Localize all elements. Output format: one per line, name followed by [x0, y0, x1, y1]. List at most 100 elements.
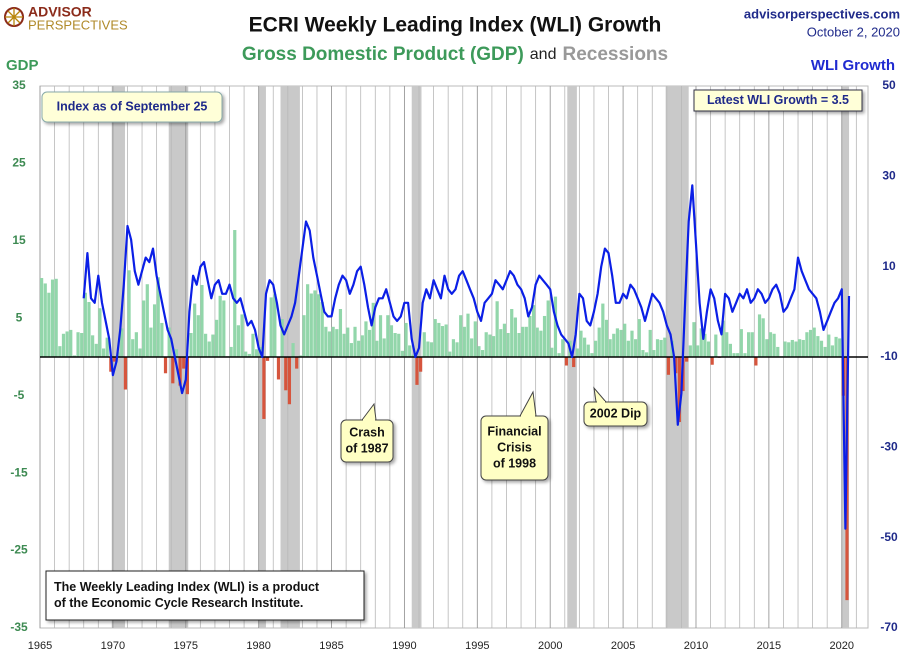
gdp-bar — [794, 341, 798, 357]
gdp-bar — [83, 292, 87, 357]
gdp-bar — [768, 332, 773, 357]
annotation-box — [41, 91, 223, 123]
annotation-text: Crash — [349, 425, 384, 439]
gdp-bar — [736, 353, 740, 357]
annotation-text: The Weekly Leading Index (WLI) is a prod… — [54, 580, 320, 594]
gdp-bar — [721, 320, 725, 357]
gdp-bar — [521, 326, 525, 357]
gdp-bar — [491, 336, 496, 357]
gdp-bar — [692, 322, 696, 357]
annotation: Index as of September 25 — [41, 91, 223, 123]
gdp-bar — [349, 343, 353, 357]
annotation-box — [693, 89, 863, 112]
gdp-bar — [280, 319, 284, 357]
gdp-bar — [120, 328, 124, 357]
annotation-text: of the Economic Cycle Research Institute… — [54, 596, 303, 610]
annotation-box — [480, 415, 549, 481]
gdp-bar — [189, 332, 193, 357]
gdp-bar — [637, 319, 641, 357]
brand-bottom: PERSPECTIVES — [28, 17, 128, 32]
gdp-bar — [145, 284, 149, 357]
gdp-bar — [411, 354, 415, 357]
y-tick-label: -5 — [14, 388, 25, 402]
gdp-bar — [513, 317, 517, 357]
y-tick-label: 25 — [12, 156, 26, 170]
gdp-bar — [725, 332, 729, 357]
gdp-bar — [805, 332, 809, 357]
gdp-bar — [455, 342, 459, 357]
gdp-bar — [331, 326, 335, 357]
date: October 2, 2020 — [807, 24, 900, 39]
y-tick-label: 5 — [16, 310, 23, 324]
gdp-bar — [101, 348, 106, 357]
plot-area — [39, 85, 869, 629]
gdp-bar — [404, 322, 408, 357]
gdp-bar — [87, 302, 91, 357]
gdp-bar — [382, 338, 386, 357]
gdp-bar — [703, 333, 707, 357]
gdp-bar — [207, 341, 211, 357]
gdp-bar — [131, 339, 135, 357]
gdp-bar — [674, 357, 678, 374]
gdp-bar — [58, 346, 62, 357]
gdp-bar — [706, 341, 711, 357]
gdp-bar — [244, 351, 248, 357]
gdp-bar — [816, 336, 820, 357]
gdp-bar — [200, 284, 204, 357]
gdp-bar — [327, 331, 332, 357]
gdp-bar — [750, 332, 754, 357]
gdp-bar — [397, 333, 401, 357]
gdp-bar — [236, 325, 241, 357]
annotation-box — [583, 401, 648, 427]
x-tick-label: 1985 — [319, 640, 343, 652]
gdp-bar — [265, 357, 270, 361]
gdp-bar — [510, 308, 514, 357]
annotation: Financial Crisis of 1998 — [480, 390, 549, 481]
gdp-bar — [666, 357, 671, 375]
gdp-bar — [659, 339, 663, 357]
gdp-bar — [295, 357, 299, 369]
gdp-bar — [728, 343, 732, 357]
gdp-bar — [408, 345, 412, 357]
gdp-bar — [634, 339, 638, 357]
gdp-bar — [94, 343, 98, 357]
gdp-bar — [240, 314, 244, 357]
gdp-bar — [276, 357, 281, 380]
gdp-bar — [273, 294, 277, 357]
gdp-bar — [367, 329, 372, 357]
gdp-bar — [214, 319, 219, 357]
gdp-bar — [313, 290, 317, 357]
chart-subtitle: Gross Domestic Product (GDP) and Recession… — [242, 44, 668, 65]
gdp-bar — [284, 357, 288, 391]
overlay: ADVISOR PERSPECTIVES ECRI Weekly Leading… — [4, 4, 900, 652]
annotation: 2002 Dip — [583, 386, 648, 427]
gdp-bar — [105, 337, 109, 357]
y2-tick-label: 50 — [882, 78, 896, 92]
gdp-bar — [695, 345, 700, 357]
gdp-bar — [218, 295, 222, 357]
x-tick-label: 1975 — [174, 640, 198, 652]
gdp-bar — [47, 292, 51, 357]
gdp-bar — [838, 338, 842, 357]
x-tick-label: 2020 — [830, 640, 854, 652]
gdp-bar — [655, 339, 660, 357]
y-tick-label: 35 — [12, 78, 26, 92]
gdp-bar — [123, 357, 128, 390]
gdp-bar — [98, 308, 102, 357]
gdp-bar — [149, 327, 153, 357]
gdp-bar — [433, 319, 437, 357]
annotation-text: Financial — [487, 424, 541, 438]
gdp-bar — [827, 334, 831, 357]
x-tick-label: 2010 — [684, 640, 708, 652]
gdp-bar — [440, 326, 445, 357]
x-tick-label: 1990 — [392, 640, 416, 652]
gdp-bar — [608, 339, 612, 357]
x-tick-label: 1965 — [28, 640, 52, 652]
gdp-bar — [269, 297, 273, 357]
gdp-bar — [69, 329, 73, 357]
gdp-bar — [590, 353, 594, 357]
chart-title: ECRI Weekly Leading Index (WLI) Growth — [249, 14, 662, 37]
y-tick-label: -35 — [10, 620, 28, 634]
gdp-bar — [597, 327, 601, 357]
